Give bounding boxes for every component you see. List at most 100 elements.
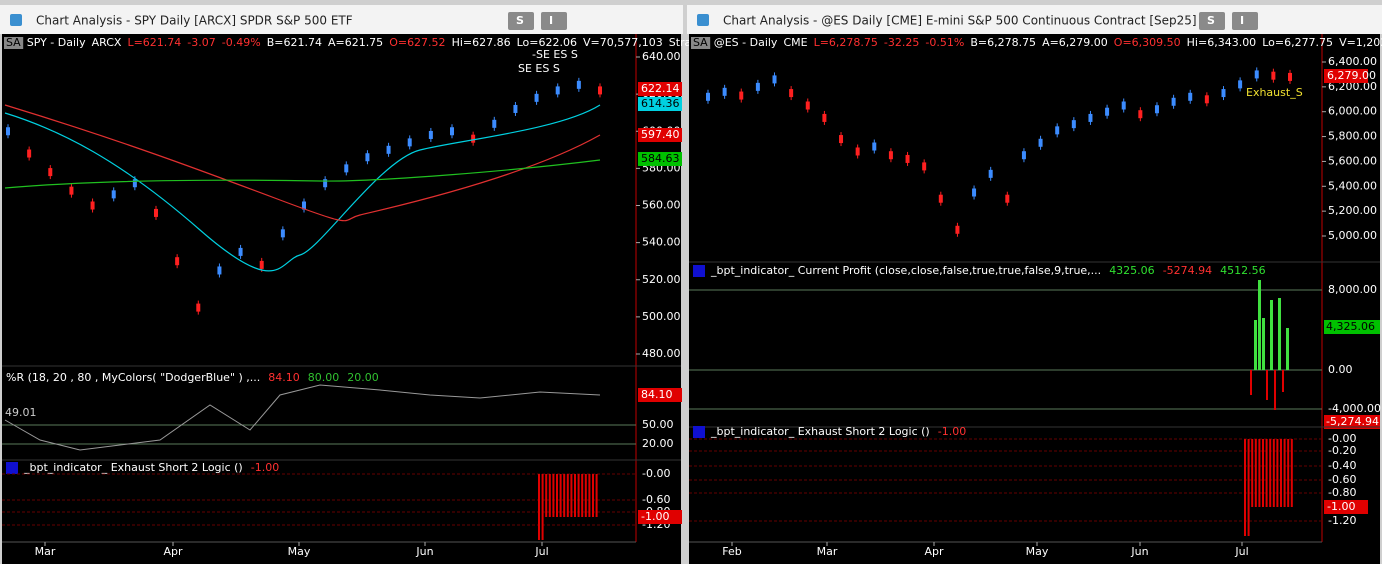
price-axis-label: 6,000.00 bbox=[1328, 105, 1377, 118]
candle bbox=[576, 80, 581, 89]
header-field: -0.51% bbox=[925, 36, 964, 49]
indicator-badge-label: -1.00 bbox=[1327, 500, 1355, 513]
indicator-badge bbox=[638, 510, 682, 524]
price-badge bbox=[1324, 69, 1368, 83]
header-field: SA bbox=[6, 36, 21, 49]
header-field: -32.25 bbox=[884, 36, 919, 49]
candle bbox=[344, 164, 349, 173]
candle bbox=[905, 154, 910, 163]
loss-bar bbox=[1266, 370, 1268, 400]
candle bbox=[1055, 126, 1060, 135]
toolbar-button-label[interactable]: S bbox=[1207, 14, 1215, 27]
candle bbox=[513, 104, 518, 113]
signal-bar bbox=[595, 474, 598, 517]
toolbar-button[interactable] bbox=[1232, 12, 1258, 30]
candle bbox=[1021, 151, 1026, 160]
candle bbox=[492, 119, 497, 128]
header-field: A=6,279.00 bbox=[1042, 36, 1108, 49]
signal-bar bbox=[1258, 439, 1261, 507]
candle bbox=[1121, 101, 1126, 110]
price-axis-label: 5,200.00 bbox=[1328, 204, 1377, 217]
header-field: -3.07 bbox=[187, 36, 215, 49]
signal-bar bbox=[570, 474, 573, 517]
price-axis-label: 560.00 bbox=[642, 199, 681, 212]
loss-bar bbox=[1282, 370, 1284, 392]
toolbar-button[interactable] bbox=[541, 12, 567, 30]
indicator-icon bbox=[693, 426, 705, 438]
signal-bar bbox=[1280, 439, 1282, 507]
signal-bar bbox=[1269, 439, 1272, 507]
candle bbox=[872, 142, 877, 151]
signal-bar bbox=[592, 474, 594, 517]
signal-bar bbox=[1283, 439, 1286, 507]
candle bbox=[755, 82, 760, 91]
candle bbox=[175, 257, 180, 266]
price-axis-label: 6,200.00 bbox=[1328, 80, 1377, 93]
candle bbox=[1238, 80, 1243, 89]
candle bbox=[922, 162, 927, 171]
candle bbox=[386, 145, 391, 154]
toolbar-button-label[interactable]: S bbox=[516, 14, 524, 27]
candle bbox=[888, 151, 893, 160]
candle bbox=[428, 130, 433, 139]
time-axis-label: Jul bbox=[534, 545, 548, 558]
loss-bar bbox=[1250, 370, 1252, 395]
toolbar-button[interactable] bbox=[1199, 12, 1225, 30]
signal-bar bbox=[1287, 439, 1290, 507]
time-axis-label: Jul bbox=[1234, 545, 1248, 558]
indicator-label: _bpt_indicator_ Exhaust Short 2 Logic () bbox=[710, 425, 930, 438]
price-badge-label: 584.63 bbox=[641, 152, 680, 165]
indicator-badge bbox=[1324, 320, 1380, 334]
signal-bar bbox=[548, 474, 551, 517]
indicator-badge-label: 84.10 bbox=[641, 388, 673, 401]
toolbar-button-label[interactable]: I bbox=[549, 14, 553, 27]
signal-bar bbox=[1247, 439, 1250, 536]
indicator-axis-label: 50.00 bbox=[642, 418, 674, 431]
price-axis-label: 5,800.00 bbox=[1328, 130, 1377, 143]
indicator-axis-label: -0.00 bbox=[1328, 432, 1356, 445]
signal-annotation: SE ES S bbox=[518, 62, 560, 75]
signal-bar bbox=[1272, 439, 1275, 507]
indicator-label: 20.00 bbox=[347, 371, 379, 384]
indicator-axis-label: -0.20 bbox=[1328, 444, 1356, 457]
signal-bar bbox=[1276, 439, 1279, 507]
moving-average bbox=[4, 104, 601, 222]
signal-bar bbox=[588, 474, 591, 517]
header-field: @ES - Daily bbox=[714, 36, 778, 49]
candle bbox=[90, 201, 95, 210]
indicator-axis-label: -0.60 bbox=[642, 493, 670, 506]
candle bbox=[27, 149, 32, 158]
header-field: A=621.75 bbox=[328, 36, 383, 49]
candle bbox=[1154, 105, 1159, 114]
header-field: SA bbox=[693, 36, 708, 49]
price-badge bbox=[638, 152, 682, 166]
candle bbox=[789, 89, 794, 98]
price-badge-label: 614.36 bbox=[641, 97, 680, 110]
candle bbox=[1271, 71, 1276, 80]
signal-bar bbox=[1251, 439, 1254, 507]
signal-annotation: -SE ES S bbox=[532, 48, 578, 61]
price-badge bbox=[638, 82, 682, 96]
indicator-axis-label: -4,000.00 bbox=[1328, 402, 1381, 415]
indicator-axis-label: -0.00 bbox=[642, 467, 670, 480]
indicator-label: -1.00 bbox=[251, 461, 279, 474]
indicator-label: 84.10 bbox=[268, 371, 300, 384]
chart-area bbox=[689, 34, 1380, 564]
signal-bar bbox=[1244, 439, 1246, 536]
price-axis-label: 5,600.00 bbox=[1328, 154, 1377, 167]
time-axis-label: May bbox=[288, 545, 311, 558]
candle bbox=[280, 229, 285, 238]
title-bar bbox=[0, 5, 683, 34]
candle bbox=[1105, 107, 1110, 116]
price-axis-label: 5,400.00 bbox=[1328, 179, 1377, 192]
header-field: O=627.52 bbox=[389, 36, 445, 49]
window-title: Chart Analysis - @ES Daily [CME] E-mini … bbox=[723, 14, 1197, 28]
time-axis-label: May bbox=[1026, 545, 1049, 558]
toolbar-button[interactable] bbox=[508, 12, 534, 30]
indicator-badge-label: 4,325.06 bbox=[1326, 320, 1375, 333]
candle bbox=[955, 225, 960, 234]
candle bbox=[238, 247, 243, 256]
toolbar-button-label[interactable]: I bbox=[1240, 14, 1244, 27]
indicator-badge bbox=[638, 388, 682, 402]
